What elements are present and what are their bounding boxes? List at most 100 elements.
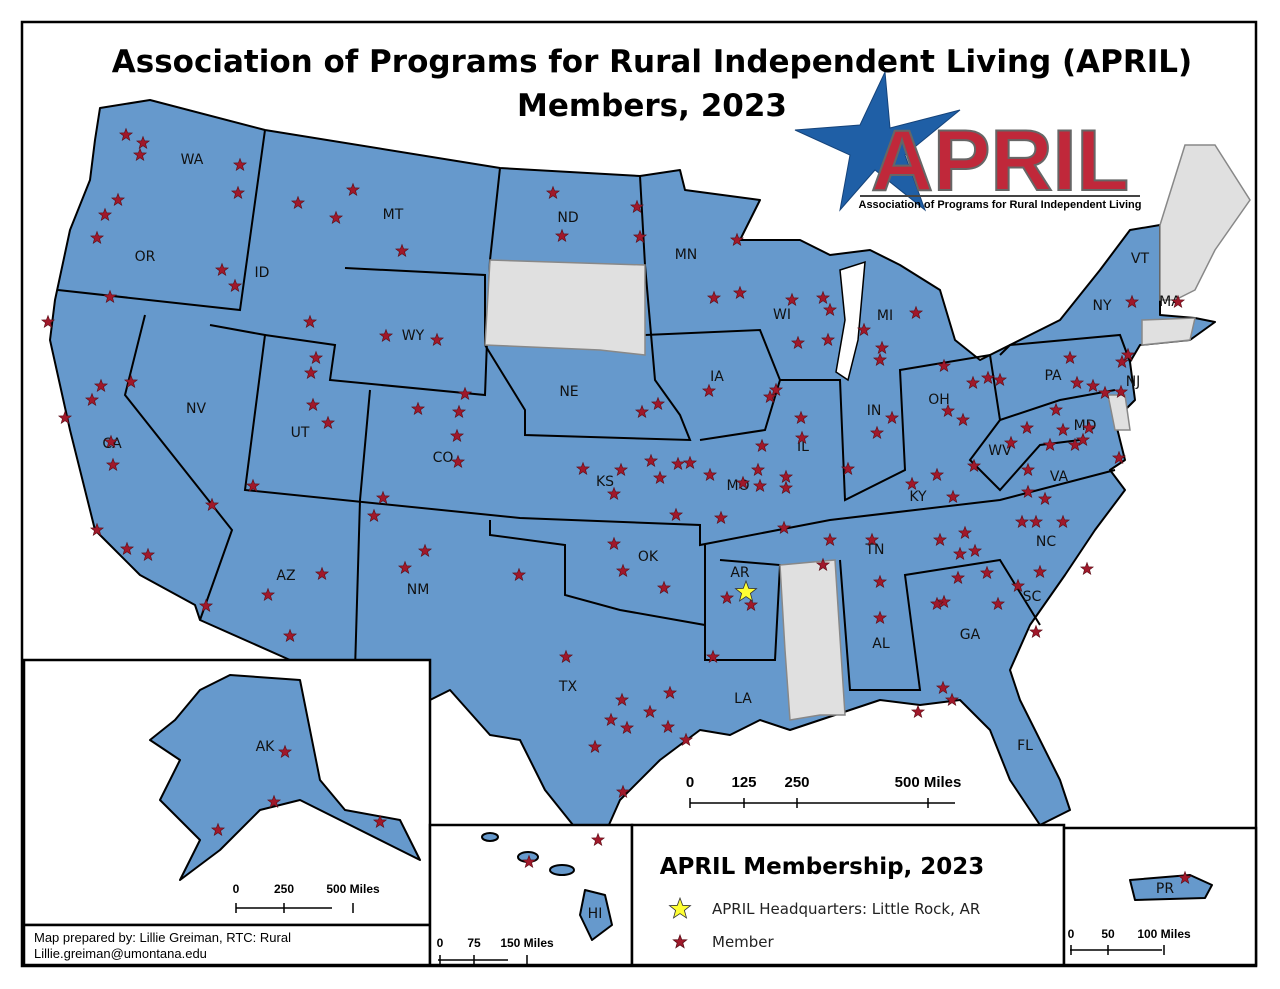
member-star [754,438,770,453]
state-label: SC [1023,589,1042,605]
member-star [260,587,276,602]
member-star [815,557,831,572]
member-star [110,192,126,207]
member-star [1055,422,1071,437]
member-star [1048,402,1064,417]
member-star [619,720,635,735]
member-star [118,127,134,142]
member-star [397,560,413,575]
scale-label: 125 [731,774,756,791]
member-star [305,397,321,412]
state-label: MI [877,308,893,324]
state-label: MN [675,247,698,263]
member-star [840,461,856,476]
member-star [1032,564,1048,579]
scale-bars [236,802,1162,961]
state-label: WY [402,328,425,344]
member-star [822,302,838,317]
member-star [872,352,888,367]
state-no-members [484,259,646,356]
member-star [132,147,148,162]
state-border [344,175,692,442]
state-label: TN [864,542,884,558]
member-star [410,401,426,416]
credit: Lillie.greiman@umontana.edu [34,946,207,961]
credit: Map prepared by: Lillie Greiman, RTC: Ru… [34,930,291,945]
member-star [793,410,809,425]
island [481,832,499,842]
state-label: PR [1156,881,1174,897]
state-label: GA [960,627,981,643]
island [579,889,613,941]
member-star [1085,378,1101,393]
scale-label: 250 [274,882,294,896]
state-label: AL [872,636,890,652]
member-star [1020,484,1036,499]
scale-label: 250 [784,774,809,791]
member-star [979,565,995,580]
member-star [277,744,293,759]
member-star [103,434,119,449]
member-star [57,410,73,425]
member-star [1097,385,1113,400]
scale-label: 500 Miles [326,882,380,896]
state-label: TX [558,679,578,695]
state-label: OK [638,549,659,565]
state-label: IN [867,403,882,419]
member-star [245,478,261,493]
member-star [944,692,960,707]
member-star [910,704,926,719]
state-label: ND [557,210,578,226]
member-star [198,598,214,613]
member-star [932,532,948,547]
member-star [372,814,388,829]
member-star [320,415,336,430]
state-label: AZ [276,568,295,584]
member-star [656,580,672,595]
state-label: WV [988,443,1012,459]
member-star [778,469,794,484]
member-star [869,425,885,440]
member-star [328,210,344,225]
state-border [209,324,1116,547]
state-border [123,314,234,621]
state-label: UT [291,425,310,441]
state-label: VA [1050,469,1069,485]
member-star [682,455,698,470]
scale-label: 150 Miles [500,936,554,950]
member-star [768,382,784,397]
member-star [935,680,951,695]
state-label: WA [181,152,204,168]
member-star [1079,561,1095,576]
member-star [784,292,800,307]
member-star [629,199,645,214]
member-star [1075,432,1091,447]
member-star [713,510,729,525]
member-star [872,610,888,625]
member-star [650,396,666,411]
state-label: NC [1036,534,1056,550]
state-border [57,129,266,312]
member-star [992,372,1008,387]
member-star [1003,435,1019,450]
state-no-members [1141,317,1196,346]
member-star [752,478,768,493]
member-star [451,404,467,419]
member-star [1124,294,1140,309]
member-star [1020,462,1036,477]
state-no-members [1159,144,1251,301]
member-star [40,314,56,329]
member-star [776,520,792,535]
member-star [394,243,410,258]
member-star [874,340,890,355]
scale-label: 50 [1101,927,1115,941]
member-star [790,335,806,350]
credit-box [22,923,432,967]
member-star [670,456,686,471]
lake [835,260,866,382]
member-star [375,490,391,505]
member-star [290,195,306,210]
member-star [123,374,139,389]
member-star [662,685,678,700]
member-star [366,508,382,523]
